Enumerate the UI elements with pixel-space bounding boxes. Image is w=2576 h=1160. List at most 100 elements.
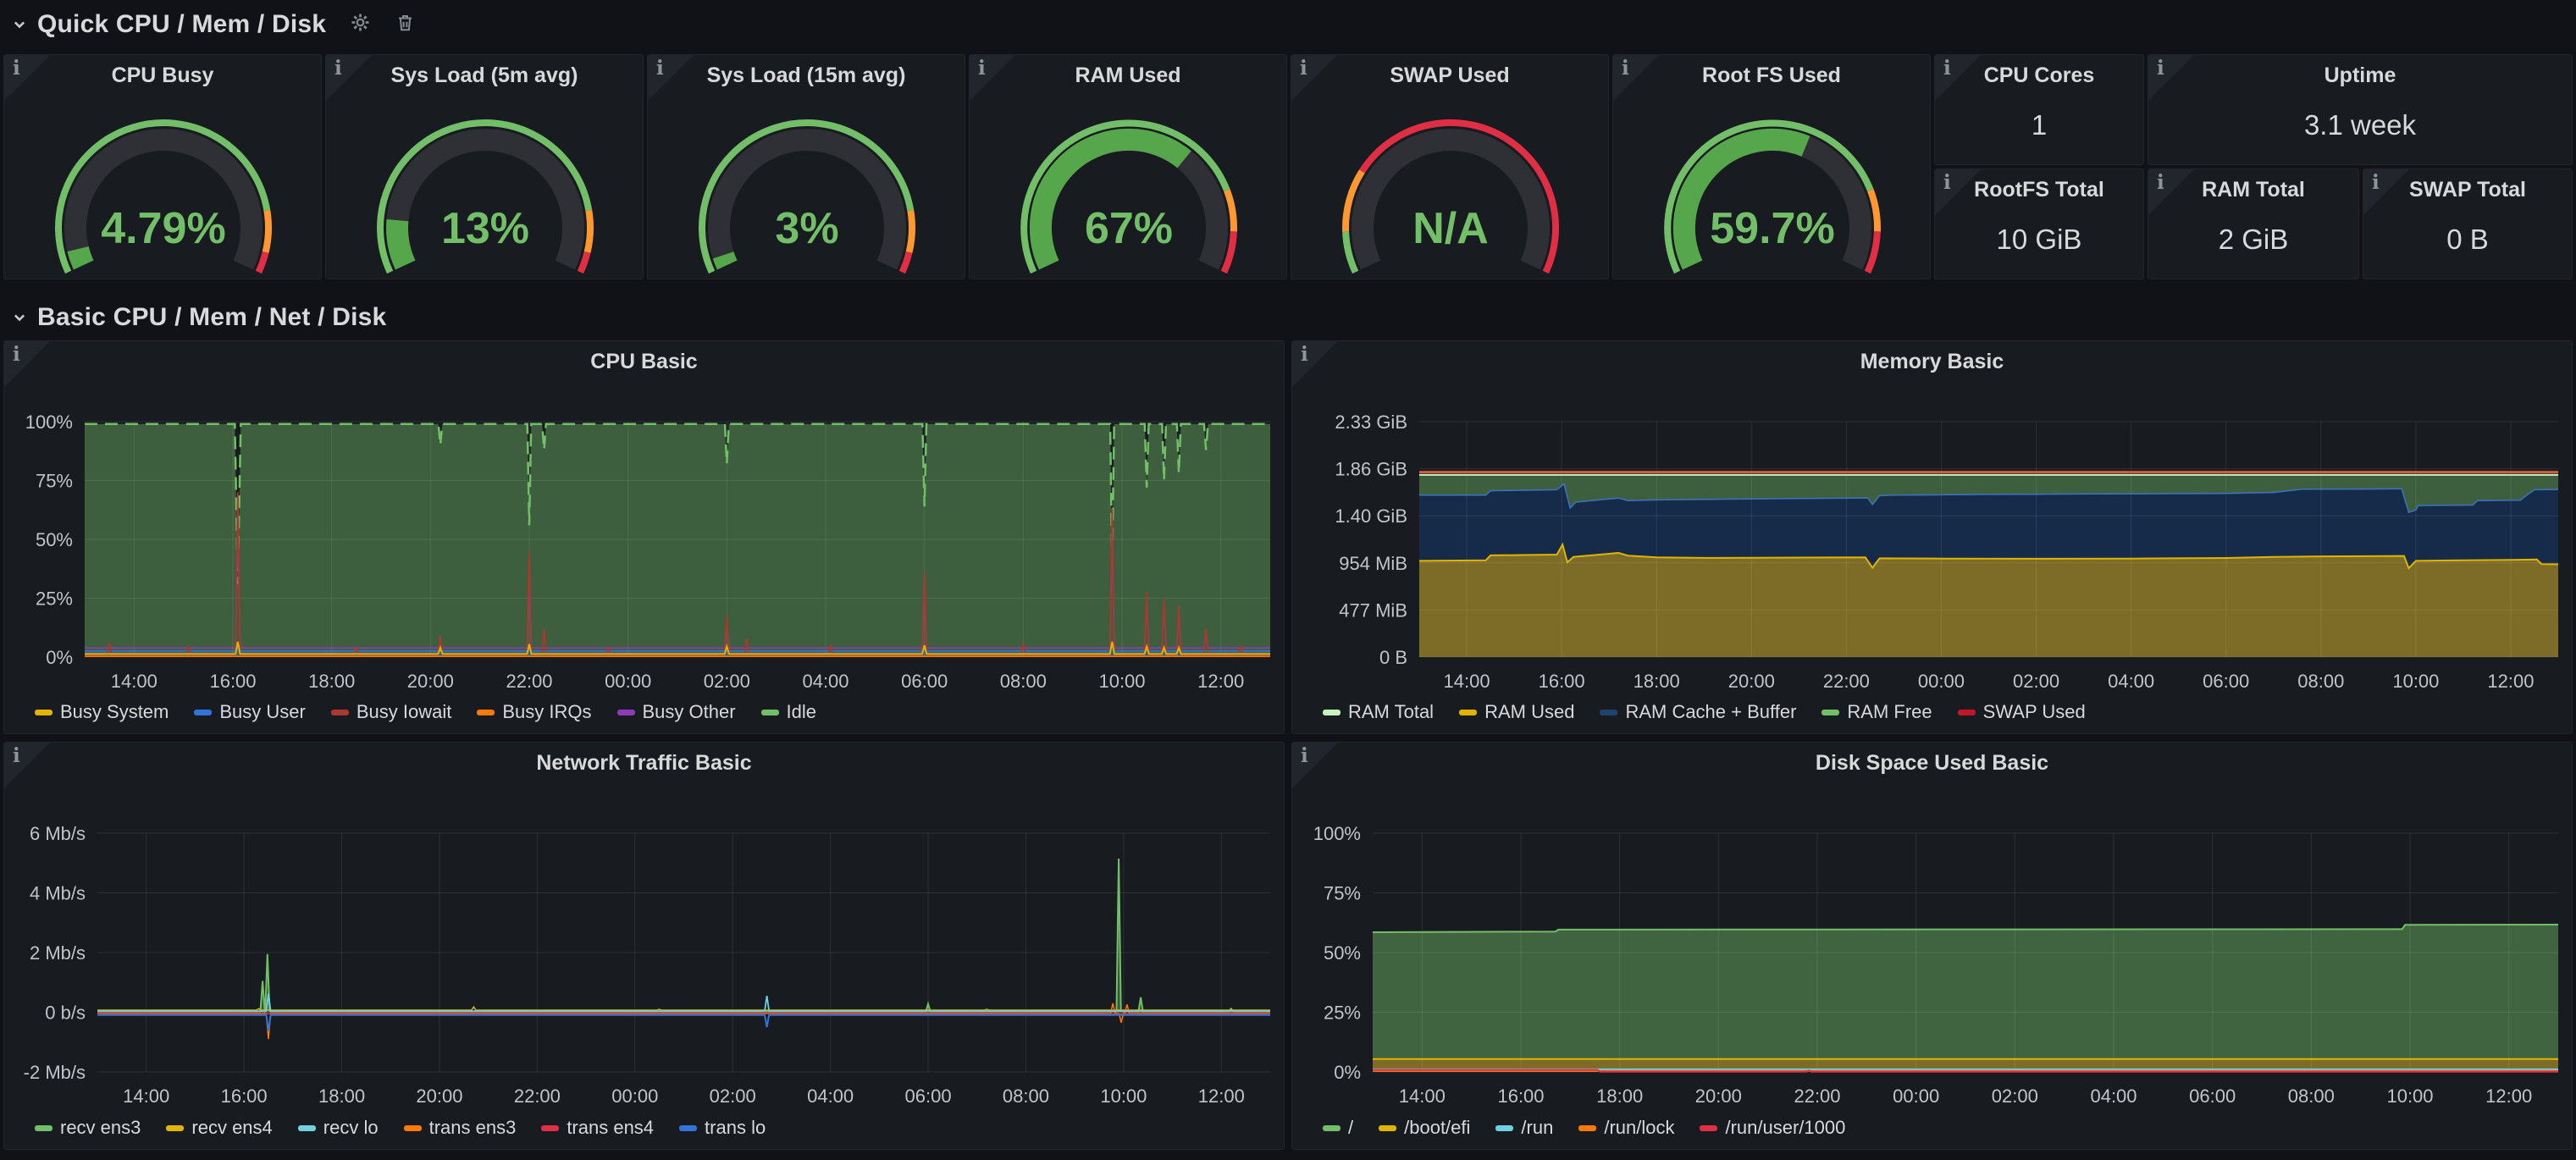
info-icon[interactable]: i <box>4 55 50 101</box>
legend-item[interactable]: Busy User <box>194 701 305 723</box>
panel-title[interactable]: Root FS Used <box>1613 64 1930 88</box>
legend-item[interactable]: Busy Iowait <box>331 701 452 723</box>
panel-title[interactable]: CPU Basic <box>4 350 1284 374</box>
info-icon-glyph: i <box>334 57 342 80</box>
panel-title[interactable]: Uptime <box>2148 64 2572 88</box>
y-tick-label: 1.40 GiB <box>1335 505 1407 527</box>
gauge-panel-root-fs-used: iRoot FS Used 59.7% <box>1612 54 1931 279</box>
legend-swatch <box>166 1125 184 1131</box>
x-tick-label: 18:00 <box>308 671 355 692</box>
y-tick-label: 50% <box>36 529 73 550</box>
x-tick-label: 12:00 <box>1198 1085 1245 1107</box>
legend-item[interactable]: / <box>1323 1117 1353 1139</box>
legend-item[interactable]: Busy IRQs <box>477 701 591 723</box>
panel-title[interactable]: Disk Space Used Basic <box>1292 751 2572 776</box>
info-icon[interactable]: i <box>1935 55 1981 101</box>
x-tick-label: 08:00 <box>1000 671 1047 692</box>
legend-label: SWAP Used <box>1983 701 2086 723</box>
panel-title[interactable]: SWAP Used <box>1291 64 1608 88</box>
legend-item[interactable]: RAM Total <box>1323 701 1434 723</box>
gauge-value: 13% <box>441 204 529 253</box>
panel-title[interactable]: RAM Used <box>970 64 1286 88</box>
legend-item[interactable]: Busy Other <box>617 701 736 723</box>
chart-panel-cpu-basic: iCPU Basic0%25%50%75%100%14:0016:0018:00… <box>3 340 1285 734</box>
info-icon[interactable]: i <box>2363 169 2409 215</box>
info-icon[interactable]: i <box>4 341 50 387</box>
memory-basic-plot[interactable]: 0 B477 MiB954 MiB1.40 GiB1.86 GiB2.33 Gi… <box>1292 341 2573 734</box>
legend-swatch <box>617 710 635 715</box>
panel-title[interactable]: Memory Basic <box>1292 350 2572 374</box>
legend-swatch <box>761 710 779 715</box>
legend-item[interactable]: trans ens3 <box>404 1117 517 1139</box>
info-icon[interactable]: i <box>1292 743 1338 788</box>
info-icon[interactable]: i <box>326 55 372 101</box>
info-icon[interactable]: i <box>2148 55 2194 101</box>
panel-title[interactable]: Network Traffic Basic <box>4 751 1284 776</box>
info-icon[interactable]: i <box>4 743 50 788</box>
y-tick-label: 0% <box>1334 1062 1361 1083</box>
x-tick-label: 14:00 <box>1399 1085 1446 1107</box>
x-tick-label: 20:00 <box>416 1085 462 1107</box>
y-tick-label: 75% <box>1324 883 1361 904</box>
legend-item[interactable]: RAM Free <box>1821 701 1932 723</box>
y-tick-label: 25% <box>36 588 73 610</box>
x-tick-label: 16:00 <box>209 671 256 692</box>
panel-title[interactable]: Sys Load (15m avg) <box>648 64 965 88</box>
x-tick-label: 02:00 <box>704 671 750 692</box>
legend-item[interactable]: RAM Used <box>1459 701 1574 723</box>
x-tick-label: 04:00 <box>807 1085 854 1107</box>
row-header-quick[interactable]: Quick CPU / Mem / Disk <box>12 10 416 39</box>
row-header-basic[interactable]: Basic CPU / Mem / Net / Disk <box>12 303 386 332</box>
row-title[interactable]: Quick CPU / Mem / Disk <box>37 10 326 39</box>
info-icon-glyph: i <box>2372 171 2380 194</box>
legend-item[interactable]: recv ens4 <box>166 1117 272 1139</box>
legend-label: Idle <box>787 701 816 723</box>
legend-label: Busy Iowait <box>357 701 452 723</box>
y-tick-label: 1.86 GiB <box>1335 459 1407 480</box>
legend-swatch <box>331 710 349 715</box>
info-icon-glyph: i <box>2157 171 2164 194</box>
legend-item[interactable]: Idle <box>761 701 816 723</box>
x-tick-label: 06:00 <box>901 671 948 692</box>
legend-swatch <box>298 1125 316 1131</box>
legend-item[interactable]: Busy System <box>35 701 169 723</box>
x-tick-label: 00:00 <box>1893 1085 1939 1107</box>
info-icon[interactable]: i <box>1613 55 1659 101</box>
legend-item[interactable]: /boot/efi <box>1379 1117 1470 1139</box>
info-icon[interactable]: i <box>1291 55 1337 101</box>
info-icon[interactable]: i <box>1935 169 1981 215</box>
legend-item[interactable]: trans lo <box>679 1117 766 1139</box>
cpu-basic-plot[interactable]: 0%25%50%75%100%14:0016:0018:0020:0022:00… <box>4 341 1285 734</box>
legend-item[interactable]: RAM Cache + Buffer <box>1600 701 1796 723</box>
row-title[interactable]: Basic CPU / Mem / Net / Disk <box>37 303 386 332</box>
disk-space-used-basic-plot[interactable]: 0%25%50%75%100%14:0016:0018:0020:0022:00… <box>1292 743 2573 1150</box>
legend-item[interactable]: trans ens4 <box>541 1117 654 1139</box>
panel-title[interactable]: Sys Load (5m avg) <box>326 64 643 88</box>
info-icon[interactable]: i <box>2148 169 2194 215</box>
legend-item[interactable]: recv ens3 <box>35 1117 141 1139</box>
info-icon[interactable]: i <box>1292 341 1338 387</box>
legend-item[interactable]: /run <box>1495 1117 1553 1139</box>
panel-title[interactable]: CPU Busy <box>4 64 321 88</box>
gauge-panel-sys-load-15m-avg-: iSys Load (15m avg)3% <box>647 54 965 279</box>
x-tick-label: 02:00 <box>1992 1085 2038 1107</box>
x-tick-label: 16:00 <box>1497 1085 1544 1107</box>
legend-item[interactable]: /run/lock <box>1578 1117 1674 1139</box>
chevron-down-icon <box>12 17 27 32</box>
gauge-value: 59.7% <box>1710 204 1834 253</box>
trash-icon[interactable] <box>395 12 416 37</box>
network-traffic-basic-plot[interactable]: -2 Mb/s0 b/s2 Mb/s4 Mb/s6 Mb/s14:0016:00… <box>4 743 1285 1150</box>
stat-value: 0 B <box>2446 224 2489 256</box>
x-tick-label: 12:00 <box>2487 671 2534 692</box>
gear-icon[interactable] <box>350 12 371 37</box>
info-icon-glyph: i <box>1301 744 1308 767</box>
info-icon[interactable]: i <box>970 55 1015 101</box>
info-icon-glyph: i <box>2157 57 2164 80</box>
legend-item[interactable]: /run/user/1000 <box>1700 1117 1845 1139</box>
legend-item[interactable]: recv lo <box>298 1117 379 1139</box>
legend-item[interactable]: SWAP Used <box>1958 701 2086 723</box>
legend-label: trans ens4 <box>567 1117 654 1139</box>
x-tick-label: 22:00 <box>1794 1085 1840 1107</box>
stat-panel-swap-total: iSWAP Total0 B <box>2363 168 2573 279</box>
info-icon[interactable]: i <box>648 55 694 101</box>
